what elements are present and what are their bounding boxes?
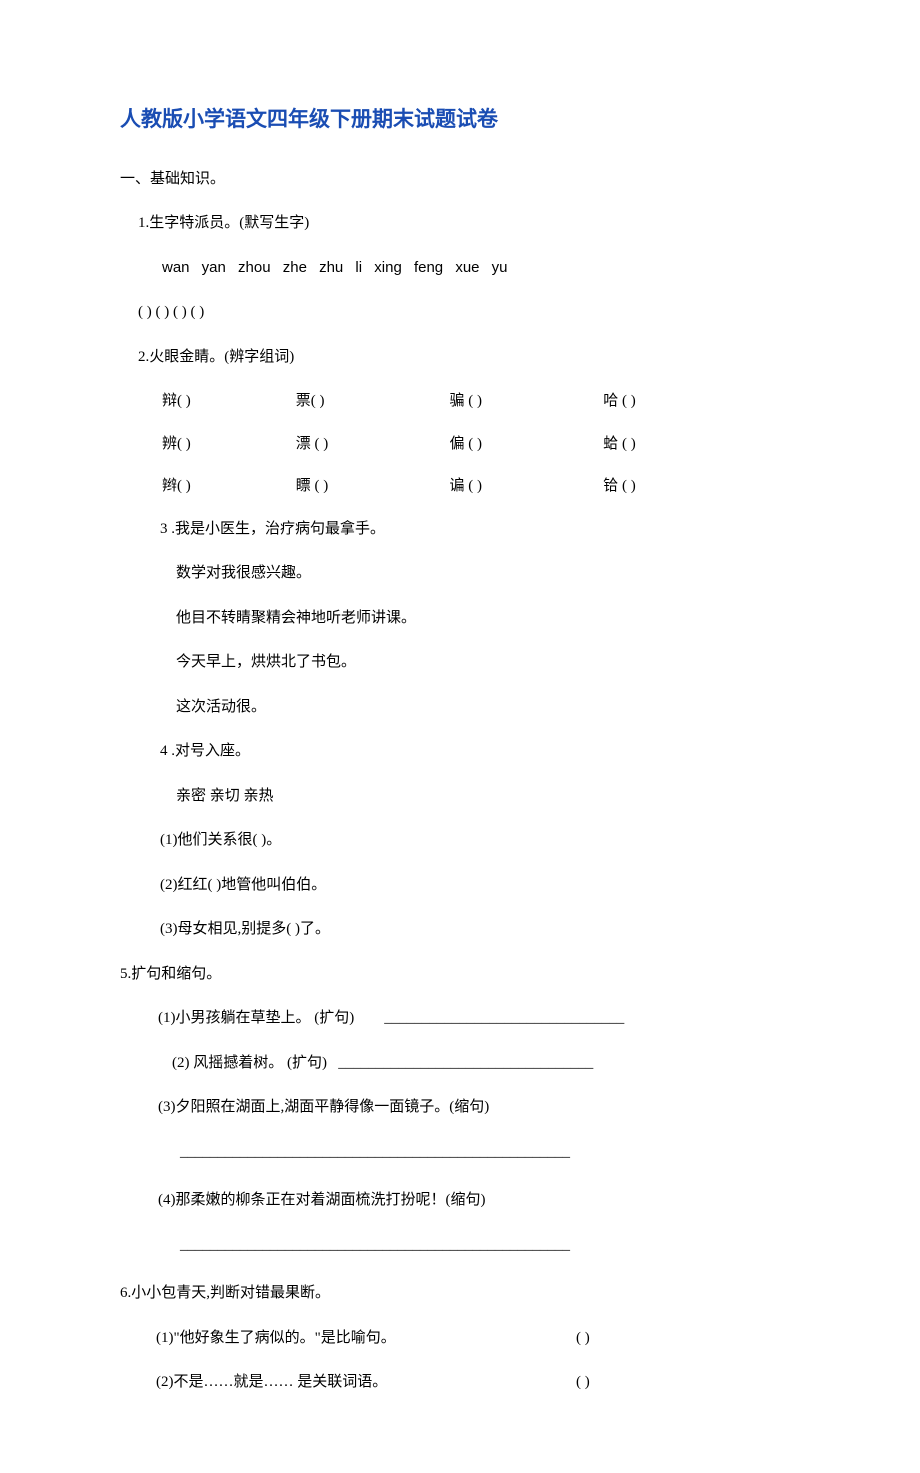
q5-item-4: (4)那柔嫩的柳条正在对着湖面梳洗打扮呢！(缩句) (158, 1186, 800, 1215)
q2-cell: 谝 ( ) (450, 472, 600, 501)
q3-sentence: 这次活动很。 (176, 693, 800, 722)
q6-text: (2)不是……就是…… 是关联词语。 (156, 1368, 576, 1397)
q5-blank-line: ________________________________________… (180, 1138, 800, 1167)
q6-text: (1)"他好象生了病似的。"是比喻句。 (156, 1324, 576, 1353)
page-title: 人教版小学语文四年级下册期末试题试卷 (120, 100, 800, 140)
q2-cell: 蛤 ( ) (603, 430, 636, 459)
q2-cell: 漂 ( ) (296, 430, 446, 459)
q5-blank: __________________________________ (338, 1055, 593, 1071)
q5-label: 5.扩句和缩句。 (120, 960, 800, 989)
q2-cell: 票( ) (296, 387, 446, 416)
q5-blank-line: ________________________________________… (180, 1231, 800, 1260)
q2-row-1: 辨( ) 漂 ( ) 偏 ( ) 蛤 ( ) (162, 430, 800, 459)
q5-item-2: (2) 风摇撼着树。 (扩句) ________________________… (172, 1049, 800, 1078)
q3-sentence: 他目不转睛聚精会神地听老师讲课。 (176, 604, 800, 633)
q4-option: (3)母女相见,别提多( )了。 (160, 915, 800, 944)
q5-item-text: (1)小男孩躺在草垫上。 (扩句) (158, 1010, 354, 1026)
q2-cell: 辫( ) (162, 472, 292, 501)
q6-item-1: (1)"他好象生了病似的。"是比喻句。 ( ) (156, 1324, 800, 1353)
q2-cell: 辨( ) (162, 430, 292, 459)
q2-row-0: 辩( ) 票( ) 骗 ( ) 哈 ( ) (162, 387, 800, 416)
q5-blank: ________________________________ (384, 1010, 624, 1026)
q2-cell: 辩( ) (162, 387, 292, 416)
q1-label: 1.生字特派员。(默写生字) (138, 209, 800, 238)
q5-item-text: (2) 风摇撼着树。 (扩句) (172, 1055, 327, 1071)
q2-cell: 偏 ( ) (450, 430, 600, 459)
section-header-1: 一、基础知识。 (120, 165, 800, 194)
q4-option: (1)他们关系很( )。 (160, 826, 800, 855)
q2-label: 2.火眼金睛。(辨字组词) (138, 343, 800, 372)
q3-sentence: 今天早上，烘烘北了书包。 (176, 648, 800, 677)
q5-item-1: (1)小男孩躺在草垫上。 (扩句) ______________________… (158, 1004, 800, 1033)
q2-row-2: 辫( ) 瞟 ( ) 谝 ( ) 铪 ( ) (162, 472, 800, 501)
q2-cell: 哈 ( ) (603, 387, 636, 416)
q2-cell: 骗 ( ) (450, 387, 600, 416)
q6-item-2: (2)不是……就是…… 是关联词语。 ( ) (156, 1368, 800, 1397)
q4-label: 4 .对号入座。 (160, 737, 800, 766)
q3-sentence: 数学对我很感兴趣。 (176, 559, 800, 588)
q2-cell: 瞟 ( ) (296, 472, 446, 501)
q6-paren: ( ) (576, 1368, 590, 1397)
q5-item-3: (3)夕阳照在湖面上,湖面平静得像一面镜子。(缩句) (158, 1093, 800, 1122)
q2-cell: 铪 ( ) (603, 472, 636, 501)
q4-words: 亲密 亲切 亲热 (176, 782, 800, 811)
q1-parens: ( ) ( ) ( ) ( ) (138, 298, 800, 327)
q6-paren: ( ) (576, 1324, 590, 1353)
q1-pinyin: wan yan zhou zhe zhu li xing feng xue yu (162, 254, 800, 283)
q3-label: 3 .我是小医生，治疗病句最拿手。 (160, 515, 800, 544)
q6-label: 6.小小包青天,判断对错最果断。 (120, 1279, 800, 1308)
q4-option: (2)红红( )地管他叫伯伯。 (160, 871, 800, 900)
